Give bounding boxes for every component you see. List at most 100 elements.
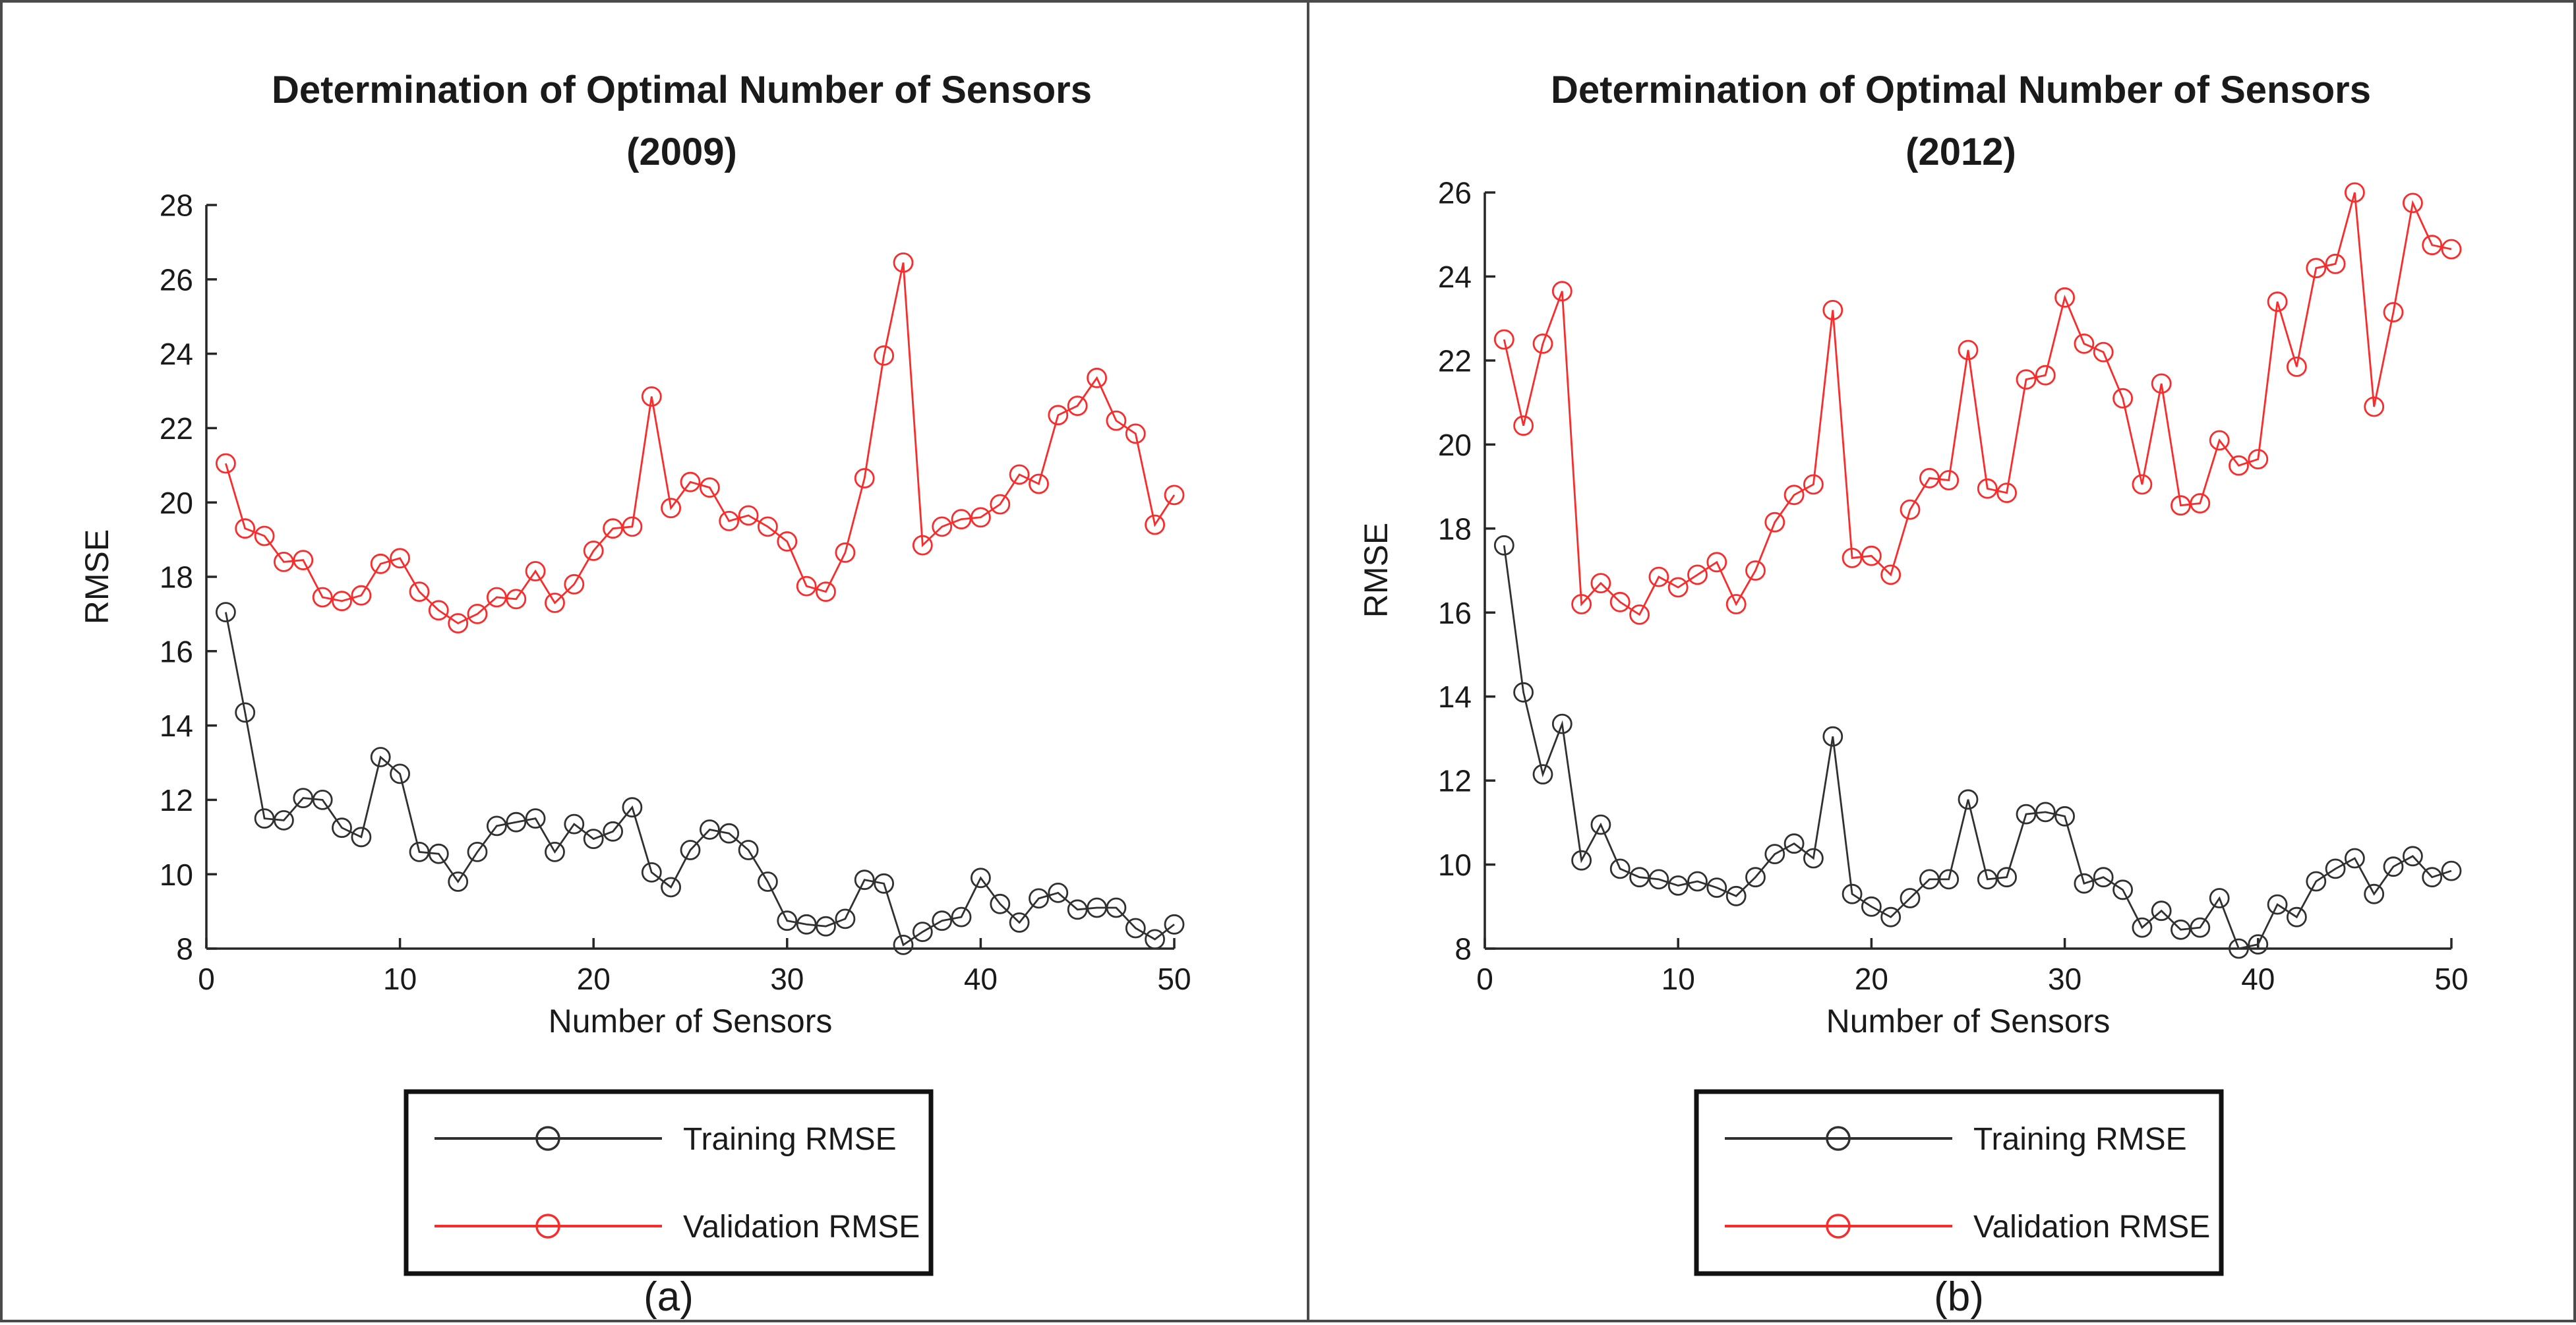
data-point-marker [971,868,991,889]
data-point-marker [1629,604,1650,625]
data-point-marker [583,829,604,849]
data-point-marker [293,550,314,570]
y-tick-label: 20 [160,486,193,520]
y-axis-label: RMSE [78,529,115,624]
data-point-marker [990,893,1011,914]
data-point-marker [777,531,798,552]
data-point-marker [2209,430,2230,451]
data-point-marker [1145,514,1165,535]
data-point-marker [2287,357,2307,377]
x-tick-label: 30 [2048,962,2082,996]
data-point-marker [1551,713,1573,734]
data-point-marker [1958,789,1979,810]
data-point-marker [2441,860,2462,881]
data-point-marker [2190,493,2211,514]
data-point-marker [2364,396,2385,417]
data-point-marker [1745,867,1766,888]
y-tick-label: 10 [160,858,193,892]
data-point-marker [2229,938,2249,959]
y-tick-label: 26 [1438,176,1472,210]
data-point-marker [506,811,527,833]
data-point-marker [816,916,836,937]
data-point-marker [1861,896,1882,917]
x-tick-label: 10 [1662,962,1695,996]
x-tick-label: 0 [198,962,215,996]
y-tick-label: 14 [160,709,193,743]
data-point-marker [1029,473,1049,494]
data-point-marker [1977,478,1998,499]
y-axis-label: RMSE [1358,523,1394,618]
data-point-marker [1938,869,1960,890]
data-point-marker [1532,764,1553,784]
y-tick-label: 24 [160,337,193,371]
data-point-marker [1687,871,1708,892]
data-point-marker [641,862,662,883]
data-point-marker [1996,483,2017,503]
data-point-marker [1571,850,1592,871]
data-point-marker [874,873,894,894]
data-point-marker [2403,192,2423,214]
data-point-marker [1822,726,1843,747]
data-point-marker [1125,423,1146,444]
data-point-marker [1648,869,1669,890]
data-point-marker [390,548,410,569]
x-tick-label: 10 [383,962,417,996]
legend-label-training: Training RMSE [1973,1122,2187,1157]
data-point-marker [854,869,875,891]
data-point-marker [1842,883,1863,904]
data-point-marker [1145,929,1165,950]
data-point-marker [273,552,294,572]
data-point-marker [2325,253,2346,274]
data-point-marker [1958,339,1979,361]
chart-subtitle: (2012) [1905,131,2016,173]
series-layer [1493,182,2462,959]
series-line-validation-rmse [1503,192,2452,616]
data-point-marker [564,813,585,835]
data-point-marker [1106,410,1127,431]
data-point-marker [2345,182,2365,203]
y-tick-label: 18 [160,560,193,595]
data-point-marker [854,468,875,488]
data-point-marker [1764,512,1785,533]
x-tick-label: 50 [1157,962,1191,996]
data-point-marker [932,516,953,537]
data-point-marker [351,827,372,848]
data-point-marker [1880,564,1902,585]
legend-marker-training [1826,1126,1851,1151]
data-point-marker [2016,804,2037,825]
data-point-marker [273,810,294,831]
data-point-marker [2422,235,2443,256]
data-point-marker [603,518,623,539]
data-point-marker [990,494,1011,515]
data-point-marker [235,518,256,539]
data-point-marker [700,819,720,840]
data-point-marker [1629,867,1650,888]
data-point-marker [758,516,778,537]
data-point-marker [719,511,740,531]
data-point-marker [409,842,430,862]
data-point-marker [409,581,430,602]
data-point-marker [254,525,275,546]
data-point-marker [370,747,391,767]
data-point-marker [2422,867,2443,888]
chart-subtitle: (2009) [626,131,737,173]
data-point-marker [951,906,972,928]
data-point-marker [2248,449,2269,469]
data-point-marker [1493,535,1514,556]
legend-label-training: Training RMSE [683,1122,897,1157]
data-point-marker [2267,291,2288,312]
data-point-marker [1667,875,1689,896]
data-point-marker [448,871,469,892]
data-point-marker [661,877,681,898]
y-tick-label: 22 [1438,343,1472,378]
data-point-marker [1977,869,1998,890]
x-tick-label: 40 [2241,962,2275,996]
data-point-marker [1164,485,1185,506]
legend-label-validation: Validation RMSE [1973,1210,2210,1245]
data-point-marker [2074,873,2095,894]
data-point-marker [293,788,314,808]
data-point-marker [312,587,333,608]
data-point-marker [2132,474,2153,495]
data-point-marker [1590,573,1611,593]
